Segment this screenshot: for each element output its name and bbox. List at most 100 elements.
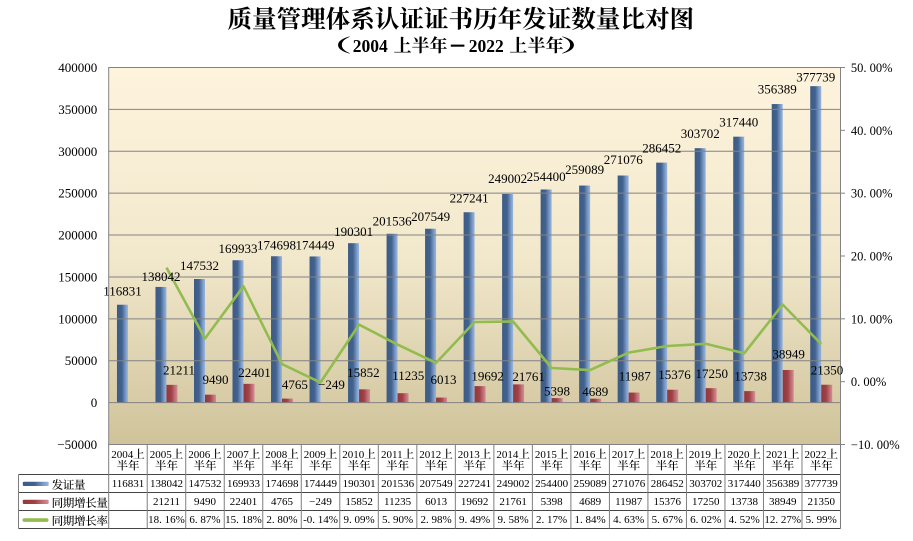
- svg-text:4689: 4689: [582, 384, 608, 399]
- svg-text:2005: 2005: [150, 449, 173, 461]
- svg-text:2008: 2008: [265, 449, 288, 461]
- svg-text:2013: 2013: [458, 449, 481, 461]
- svg-text:207549: 207549: [411, 209, 450, 224]
- svg-text:2022: 2022: [469, 36, 504, 56]
- svg-text:9490: 9490: [203, 372, 229, 387]
- svg-text:11987: 11987: [619, 369, 652, 384]
- svg-text:377739: 377739: [796, 70, 835, 85]
- svg-text:4689: 4689: [579, 496, 602, 508]
- svg-text:116831: 116831: [112, 478, 145, 490]
- svg-text:2021: 2021: [766, 449, 788, 461]
- svg-text:21350: 21350: [807, 496, 835, 508]
- svg-text:21211: 21211: [153, 496, 180, 508]
- svg-text:174698: 174698: [257, 237, 296, 252]
- svg-text:201536: 201536: [373, 214, 413, 229]
- svg-text:207549: 207549: [420, 478, 454, 490]
- svg-text:22401: 22401: [238, 365, 271, 380]
- svg-text:19692: 19692: [461, 496, 489, 508]
- svg-text:2020: 2020: [728, 449, 751, 461]
- svg-text:317440: 317440: [719, 115, 758, 130]
- svg-text:201536: 201536: [381, 478, 415, 490]
- svg-text:5. 67%: 5. 67%: [652, 514, 683, 526]
- svg-text:2. 98%: 2. 98%: [421, 514, 452, 526]
- svg-text:227241: 227241: [458, 478, 491, 490]
- svg-text:6. 02%: 6. 02%: [690, 514, 721, 526]
- svg-text:2014: 2014: [496, 449, 519, 461]
- svg-text:22401: 22401: [230, 496, 258, 508]
- svg-text:4. 52%: 4. 52%: [729, 514, 760, 526]
- svg-text:0: 0: [91, 395, 98, 410]
- svg-text:2010: 2010: [342, 449, 365, 461]
- svg-text:259089: 259089: [574, 478, 608, 490]
- svg-text:249002: 249002: [488, 171, 527, 186]
- svg-text:2. 80%: 2. 80%: [266, 514, 297, 526]
- svg-text:18. 16%: 18. 16%: [148, 514, 185, 526]
- svg-text:286452: 286452: [642, 141, 681, 156]
- svg-text:1. 84%: 1. 84%: [575, 514, 606, 526]
- svg-text:−10. 00%: −10. 00%: [851, 438, 900, 452]
- svg-text:5. 90%: 5. 90%: [382, 514, 413, 526]
- svg-text:12. 27%: 12. 27%: [764, 514, 801, 526]
- svg-text:147532: 147532: [189, 478, 222, 490]
- svg-text:5398: 5398: [541, 496, 564, 508]
- svg-text:169933: 169933: [219, 241, 258, 256]
- svg-text:2011: 2011: [381, 449, 403, 461]
- svg-text:286452: 286452: [651, 478, 684, 490]
- svg-text:21211: 21211: [163, 363, 195, 378]
- svg-text:4765: 4765: [282, 377, 308, 392]
- svg-text:254400: 254400: [535, 478, 569, 490]
- svg-text:227241: 227241: [450, 191, 489, 206]
- svg-text:303702: 303702: [681, 126, 720, 141]
- svg-text:250000: 250000: [58, 186, 97, 201]
- svg-text:150000: 150000: [58, 269, 97, 284]
- svg-text:9490: 9490: [194, 496, 217, 508]
- svg-text:−249: −249: [318, 377, 345, 392]
- svg-text:38949: 38949: [772, 346, 805, 361]
- svg-text:2012: 2012: [419, 449, 441, 461]
- svg-text:350000: 350000: [58, 102, 97, 117]
- svg-text:300000: 300000: [58, 144, 97, 159]
- svg-text:9. 09%: 9. 09%: [344, 514, 375, 526]
- svg-text:4. 63%: 4. 63%: [613, 514, 644, 526]
- svg-text:15376: 15376: [658, 367, 691, 382]
- svg-text:271076: 271076: [612, 478, 646, 490]
- svg-text:190301: 190301: [343, 478, 376, 490]
- svg-text:15376: 15376: [653, 496, 681, 508]
- svg-text:5. 99%: 5. 99%: [806, 514, 837, 526]
- svg-text:−249: −249: [309, 496, 332, 508]
- svg-text:100000: 100000: [58, 311, 97, 326]
- svg-text:2. 17%: 2. 17%: [536, 514, 567, 526]
- svg-text:13738: 13738: [734, 369, 767, 384]
- svg-text:377739: 377739: [805, 478, 839, 490]
- svg-text:21761: 21761: [499, 496, 527, 508]
- svg-text:147532: 147532: [180, 258, 219, 273]
- svg-text:11235: 11235: [384, 496, 412, 508]
- svg-text:2006: 2006: [188, 449, 211, 461]
- svg-text:17250: 17250: [695, 366, 728, 381]
- svg-text:400000: 400000: [58, 60, 97, 75]
- svg-text:200000: 200000: [58, 228, 97, 243]
- svg-text:2009: 2009: [304, 449, 327, 461]
- svg-text:259089: 259089: [565, 162, 604, 177]
- svg-text:116831: 116831: [103, 283, 142, 298]
- svg-text:2019: 2019: [689, 449, 712, 461]
- svg-text:2004: 2004: [111, 449, 134, 461]
- svg-text:190301: 190301: [334, 224, 373, 239]
- svg-text:174449: 174449: [296, 237, 335, 252]
- svg-text:30. 00%: 30. 00%: [851, 187, 893, 201]
- svg-text:254400: 254400: [527, 169, 566, 184]
- svg-text:0. 00%: 0. 00%: [851, 375, 886, 389]
- svg-text:9. 49%: 9. 49%: [459, 514, 490, 526]
- svg-text:5398: 5398: [544, 383, 570, 398]
- svg-text:40. 00%: 40. 00%: [851, 124, 893, 138]
- svg-text:38949: 38949: [769, 496, 797, 508]
- svg-text:21761: 21761: [512, 369, 545, 384]
- svg-text:2022: 2022: [805, 449, 827, 461]
- svg-text:6013: 6013: [431, 372, 457, 387]
- svg-text:174698: 174698: [266, 478, 300, 490]
- svg-text:2004: 2004: [353, 36, 388, 56]
- svg-text:356389: 356389: [758, 82, 797, 97]
- svg-text:17250: 17250: [692, 496, 720, 508]
- svg-text:2015: 2015: [535, 449, 558, 461]
- svg-text:169933: 169933: [227, 478, 261, 490]
